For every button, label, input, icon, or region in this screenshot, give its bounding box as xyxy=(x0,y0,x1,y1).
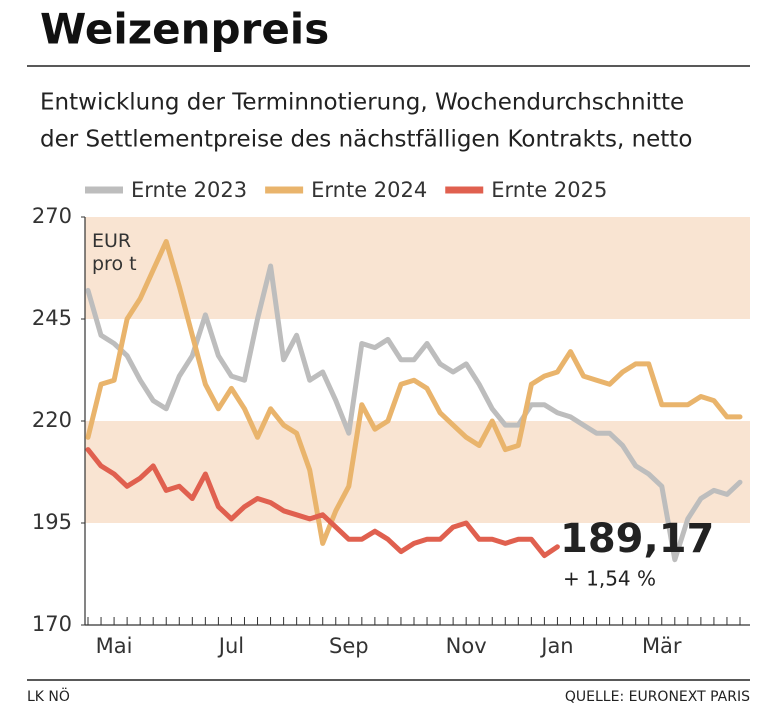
legend-label: Ernte 2025 xyxy=(491,178,607,202)
last-value-label: 189,17 xyxy=(560,516,714,562)
series-line xyxy=(85,239,743,546)
x-tick-label: Mai xyxy=(96,634,133,658)
y-unit-label: EUR pro t xyxy=(92,230,137,275)
x-tick-label: Jan xyxy=(539,634,573,658)
legend-label: Ernte 2023 xyxy=(131,178,247,202)
plot-area: 170 195 220 245 270 Mai Jul Sep Nov Jan Mär 189,17 +… xyxy=(32,204,750,658)
footer-left: LK NÖ xyxy=(27,687,70,705)
source: QUELLE: EURONEXT PARIS xyxy=(565,689,750,705)
chart-title: Weizenpreis xyxy=(40,5,329,54)
subtitle: Entwicklung der Terminnotierung, Wochend… xyxy=(40,90,684,116)
unit-label-box: EUR pro t xyxy=(92,230,137,275)
shaded-band xyxy=(85,421,750,523)
x-tick-label: Sep xyxy=(329,634,369,658)
shaded-band xyxy=(85,217,750,319)
subtitle: der Settlementpreise des nächstfälligen … xyxy=(40,127,692,153)
x-tick-label: Jul xyxy=(217,634,244,658)
legend-label: Ernte 2024 xyxy=(311,178,427,202)
y-tick-label: 245 xyxy=(32,306,72,330)
y-tick-label: 170 xyxy=(32,612,72,636)
y-tick-label: 220 xyxy=(32,408,72,432)
y-tick-label: 270 xyxy=(32,204,72,228)
y-tick-label: 195 xyxy=(32,510,72,534)
x-tick-label: Mär xyxy=(642,634,682,658)
series-line xyxy=(85,447,560,559)
change-label: + 1,54 % xyxy=(563,567,656,591)
x-tick-label: Nov xyxy=(446,634,487,658)
